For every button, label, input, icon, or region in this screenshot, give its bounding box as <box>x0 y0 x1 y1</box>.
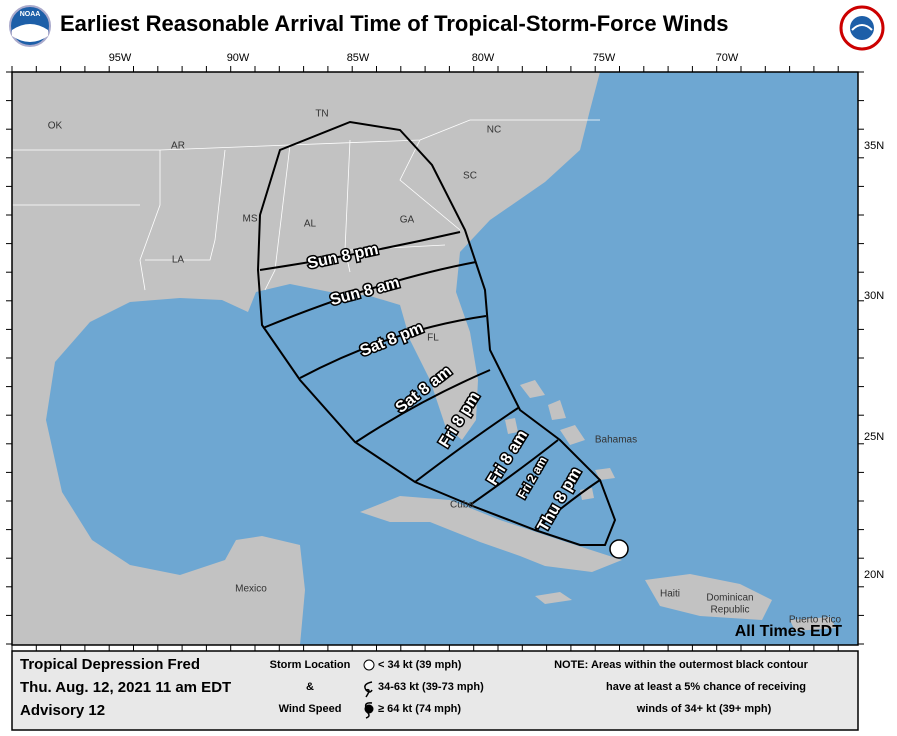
lon-label: 95W <box>109 52 132 64</box>
title: Earliest Reasonable Arrival Time of Trop… <box>60 11 729 36</box>
state-label: OK <box>48 121 63 132</box>
state-label: GA <box>400 215 415 226</box>
place-label: Republic <box>711 605 750 616</box>
nws-logo <box>839 5 885 51</box>
bahamas <box>505 380 615 500</box>
lon-label: 90W <box>227 52 250 64</box>
contour-line <box>299 315 487 379</box>
legend-heading: Storm Location <box>270 659 351 671</box>
lat-label: 25N <box>864 431 884 443</box>
state-label: MS <box>243 214 258 225</box>
state-label: LA <box>172 255 185 266</box>
state-label: AR <box>171 141 185 152</box>
note: have at least a 5% chance of receiving <box>606 681 806 693</box>
key-symbol <box>363 659 375 671</box>
state-label: TN <box>315 109 328 120</box>
state-borders <box>12 119 600 291</box>
place-label: Bahamas <box>595 435 637 446</box>
state-label: FL <box>427 333 439 344</box>
advisory: Advisory 12 <box>20 702 105 719</box>
lon-label: 70W <box>716 52 739 64</box>
legend: Tropical Depression Fred Thu. Aug. 12, 2… <box>11 650 859 731</box>
place-label: Cuba <box>450 500 474 511</box>
key-label: ≥ 64 kt (74 mph) <box>378 703 461 715</box>
state-label: NC <box>487 125 501 136</box>
legend-heading: & <box>306 681 314 693</box>
state-label: AL <box>304 219 317 230</box>
place-labels: Bahamas Cuba Mexico Haiti Dominican Repu… <box>235 435 841 626</box>
hispaniola <box>645 574 772 620</box>
lon-label: 85W <box>347 52 370 64</box>
state-label: SC <box>463 171 477 182</box>
map: OK AR TN NC SC GA AL MS LA FL Bahamas Cu… <box>11 71 859 646</box>
place-label: Haiti <box>660 589 680 600</box>
ocean <box>46 72 858 645</box>
noaa-text: NOAA <box>20 11 41 18</box>
contour-line <box>355 369 491 443</box>
storm-name: Tropical Depression Fred <box>20 656 200 673</box>
lat-label: 30N <box>864 290 884 302</box>
note: NOTE: Areas within the outermost black c… <box>554 659 809 671</box>
key-symbol <box>364 681 373 698</box>
legend-box <box>11 650 859 731</box>
cuba <box>360 496 622 572</box>
lon-label: 75W <box>593 52 616 64</box>
key-symbol <box>364 702 373 719</box>
outer-contour <box>256 120 617 546</box>
place-label: Dominican <box>706 593 753 604</box>
lon-label: 80W <box>472 52 495 64</box>
puerto-rico <box>790 617 836 631</box>
contour-line <box>534 479 601 531</box>
times-note: All Times EDT <box>735 623 843 640</box>
place-label: Puerto Rico <box>789 615 842 626</box>
legend-heading: Wind Speed <box>279 703 342 715</box>
note: winds of 34+ kt (39+ mph) <box>636 703 772 715</box>
issue-time: Thu. Aug. 12, 2021 11 am EDT <box>20 679 231 696</box>
lat-label: 20N <box>864 569 884 581</box>
state-labels: OK AR TN NC SC GA AL MS LA FL <box>48 109 501 344</box>
key-label: < 34 kt (39 mph) <box>378 659 462 671</box>
lat-label: 35N <box>864 140 884 152</box>
contour-line <box>414 407 519 483</box>
storm-location <box>609 539 629 559</box>
key-label: 34-63 kt (39-73 mph) <box>378 681 484 693</box>
contour-line <box>262 261 477 329</box>
contour-line <box>469 439 559 506</box>
place-label: Mexico <box>235 584 267 595</box>
contour-line <box>259 231 461 271</box>
jamaica <box>535 592 572 604</box>
noaa-logo: NOAA <box>9 5 51 47</box>
contours <box>256 120 617 546</box>
